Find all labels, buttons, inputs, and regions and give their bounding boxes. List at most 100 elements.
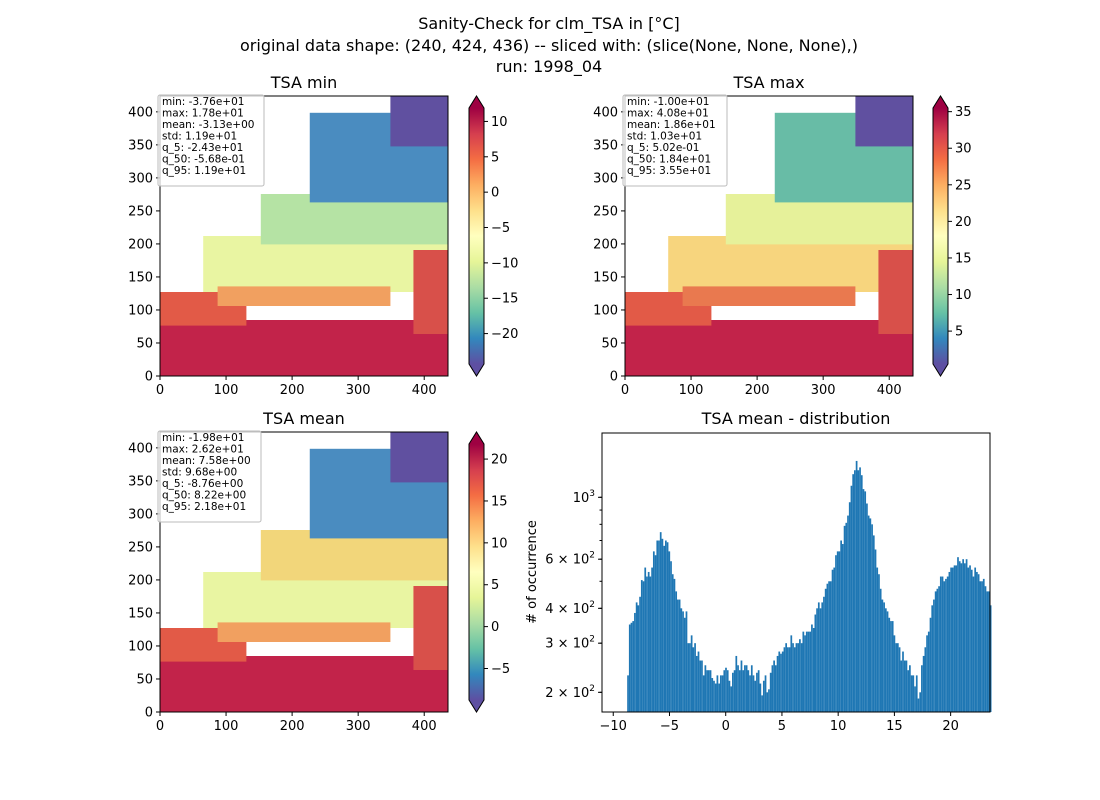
histogram-bar [831, 569, 834, 712]
histogram-bar [878, 574, 880, 712]
x-tick-label: 300 [346, 383, 371, 398]
histogram-bar [690, 635, 693, 712]
histogram-bar [793, 647, 796, 712]
histogram-bar [707, 670, 710, 712]
histogram-bar [986, 591, 989, 712]
histogram-bar [936, 588, 939, 712]
histogram-bar [847, 515, 849, 712]
histogram-bar [883, 602, 885, 712]
histogram-bar [697, 651, 700, 712]
histogram-bar [634, 612, 636, 712]
histogram-bar [754, 680, 757, 712]
stat-line: q_5: -8.76e+00 [162, 478, 243, 490]
histogram-bar [721, 675, 724, 712]
histogram-bar [903, 660, 906, 712]
colorbar-tick-label: −5 [491, 221, 510, 236]
distribution-title: TSA mean - distribution [701, 409, 891, 428]
tsa-max-title: TSA max [732, 73, 804, 92]
histogram-bar [982, 578, 985, 712]
y-tick-label: 350 [128, 138, 153, 153]
stat-line: q_5: 5.02e-01 [627, 142, 699, 154]
histogram-bar [750, 665, 753, 712]
africa-region [160, 656, 448, 712]
histogram-bar [829, 581, 832, 712]
x-tick-label: 400 [877, 383, 902, 398]
histogram-bar [866, 503, 868, 712]
colorbar-tick-label: 10 [491, 536, 508, 551]
stat-line: q_95: 3.55e+01 [627, 165, 711, 177]
tsa-min-map-image [160, 96, 448, 376]
x-tick-label: −5 [660, 719, 679, 734]
histogram-bar [745, 665, 748, 712]
histogram-bar [957, 557, 959, 712]
y-tick-label: 0 [610, 370, 618, 385]
histogram-bar [953, 565, 956, 712]
figure-title-line-1: Sanity-Check for clm_TSA in [°C] [418, 14, 680, 34]
histogram-bar [934, 591, 937, 712]
histogram-bar [683, 617, 686, 712]
histogram-bar [792, 643, 794, 712]
y-tick-label: 200 [593, 237, 618, 252]
histogram-bar [900, 660, 903, 712]
stat-line: mean: -3.13e+00 [162, 119, 254, 131]
histogram-bar [780, 653, 782, 712]
stat-line: q_95: 2.18e+01 [162, 501, 246, 513]
histogram-bar [970, 569, 973, 712]
colorbar-tick-label: 5 [955, 325, 963, 340]
stat-line: max: 1.78e+01 [162, 108, 244, 120]
histogram-bar [670, 561, 672, 712]
y-tick-label: 50 [601, 336, 618, 351]
colorbar-tick-label: 30 [955, 142, 972, 157]
histogram-bar [776, 655, 779, 712]
x-tick-label: 100 [679, 383, 704, 398]
stat-line: mean: 7.58e+00 [162, 455, 251, 467]
arctic-region [855, 96, 913, 147]
y-tick-label: 100 [128, 303, 153, 318]
tsa-max-axes-frame [624, 95, 914, 377]
histogram-bar [790, 635, 793, 712]
histogram-bar [759, 683, 762, 712]
histogram-bar [848, 502, 851, 712]
stat-line: q_5: -2.43e+01 [162, 142, 243, 154]
x-tick-label: 0 [722, 719, 730, 734]
y-tick-label: 50 [136, 336, 153, 351]
africa-region [625, 320, 913, 376]
histogram-bar [709, 670, 712, 712]
histogram-bar [931, 605, 934, 712]
histogram-bar [654, 555, 657, 712]
stat-line: q_95: 1.19e+01 [162, 165, 246, 177]
y-tick-label: 50 [136, 672, 153, 687]
histogram-bar [695, 655, 698, 712]
histogram-bar [649, 576, 652, 712]
histogram-bar [680, 608, 683, 712]
histogram-bar [663, 545, 665, 712]
central-europe-region [668, 236, 913, 292]
histogram-bar [929, 617, 932, 712]
histogram-bar [926, 635, 928, 712]
colorbar-extend-min [469, 364, 484, 376]
colorbar-tick-label: 15 [491, 494, 508, 509]
histogram-bar [824, 588, 827, 712]
histogram-bar [671, 574, 674, 712]
histogram-bar [771, 665, 774, 712]
histogram-bar [938, 586, 940, 712]
histogram-bar [737, 665, 739, 712]
histogram-bar [716, 675, 719, 712]
histogram-bar [840, 540, 842, 712]
histogram-bar [941, 576, 944, 712]
stat-line: max: 2.62e+01 [162, 444, 244, 456]
mediterranean-region [217, 622, 391, 642]
histogram-bar [955, 565, 958, 712]
x-tick-label: 400 [412, 383, 437, 398]
histogram-bar [898, 647, 901, 712]
histogram-bar [678, 599, 681, 712]
histogram-bar [685, 611, 688, 712]
histogram-bar [713, 680, 715, 712]
histogram-bar [914, 686, 916, 712]
histogram-bar [809, 631, 812, 712]
histogram-bar [666, 542, 669, 712]
histogram-bar [890, 621, 892, 712]
histogram-bar [797, 643, 800, 712]
histogram-bar [639, 596, 641, 712]
